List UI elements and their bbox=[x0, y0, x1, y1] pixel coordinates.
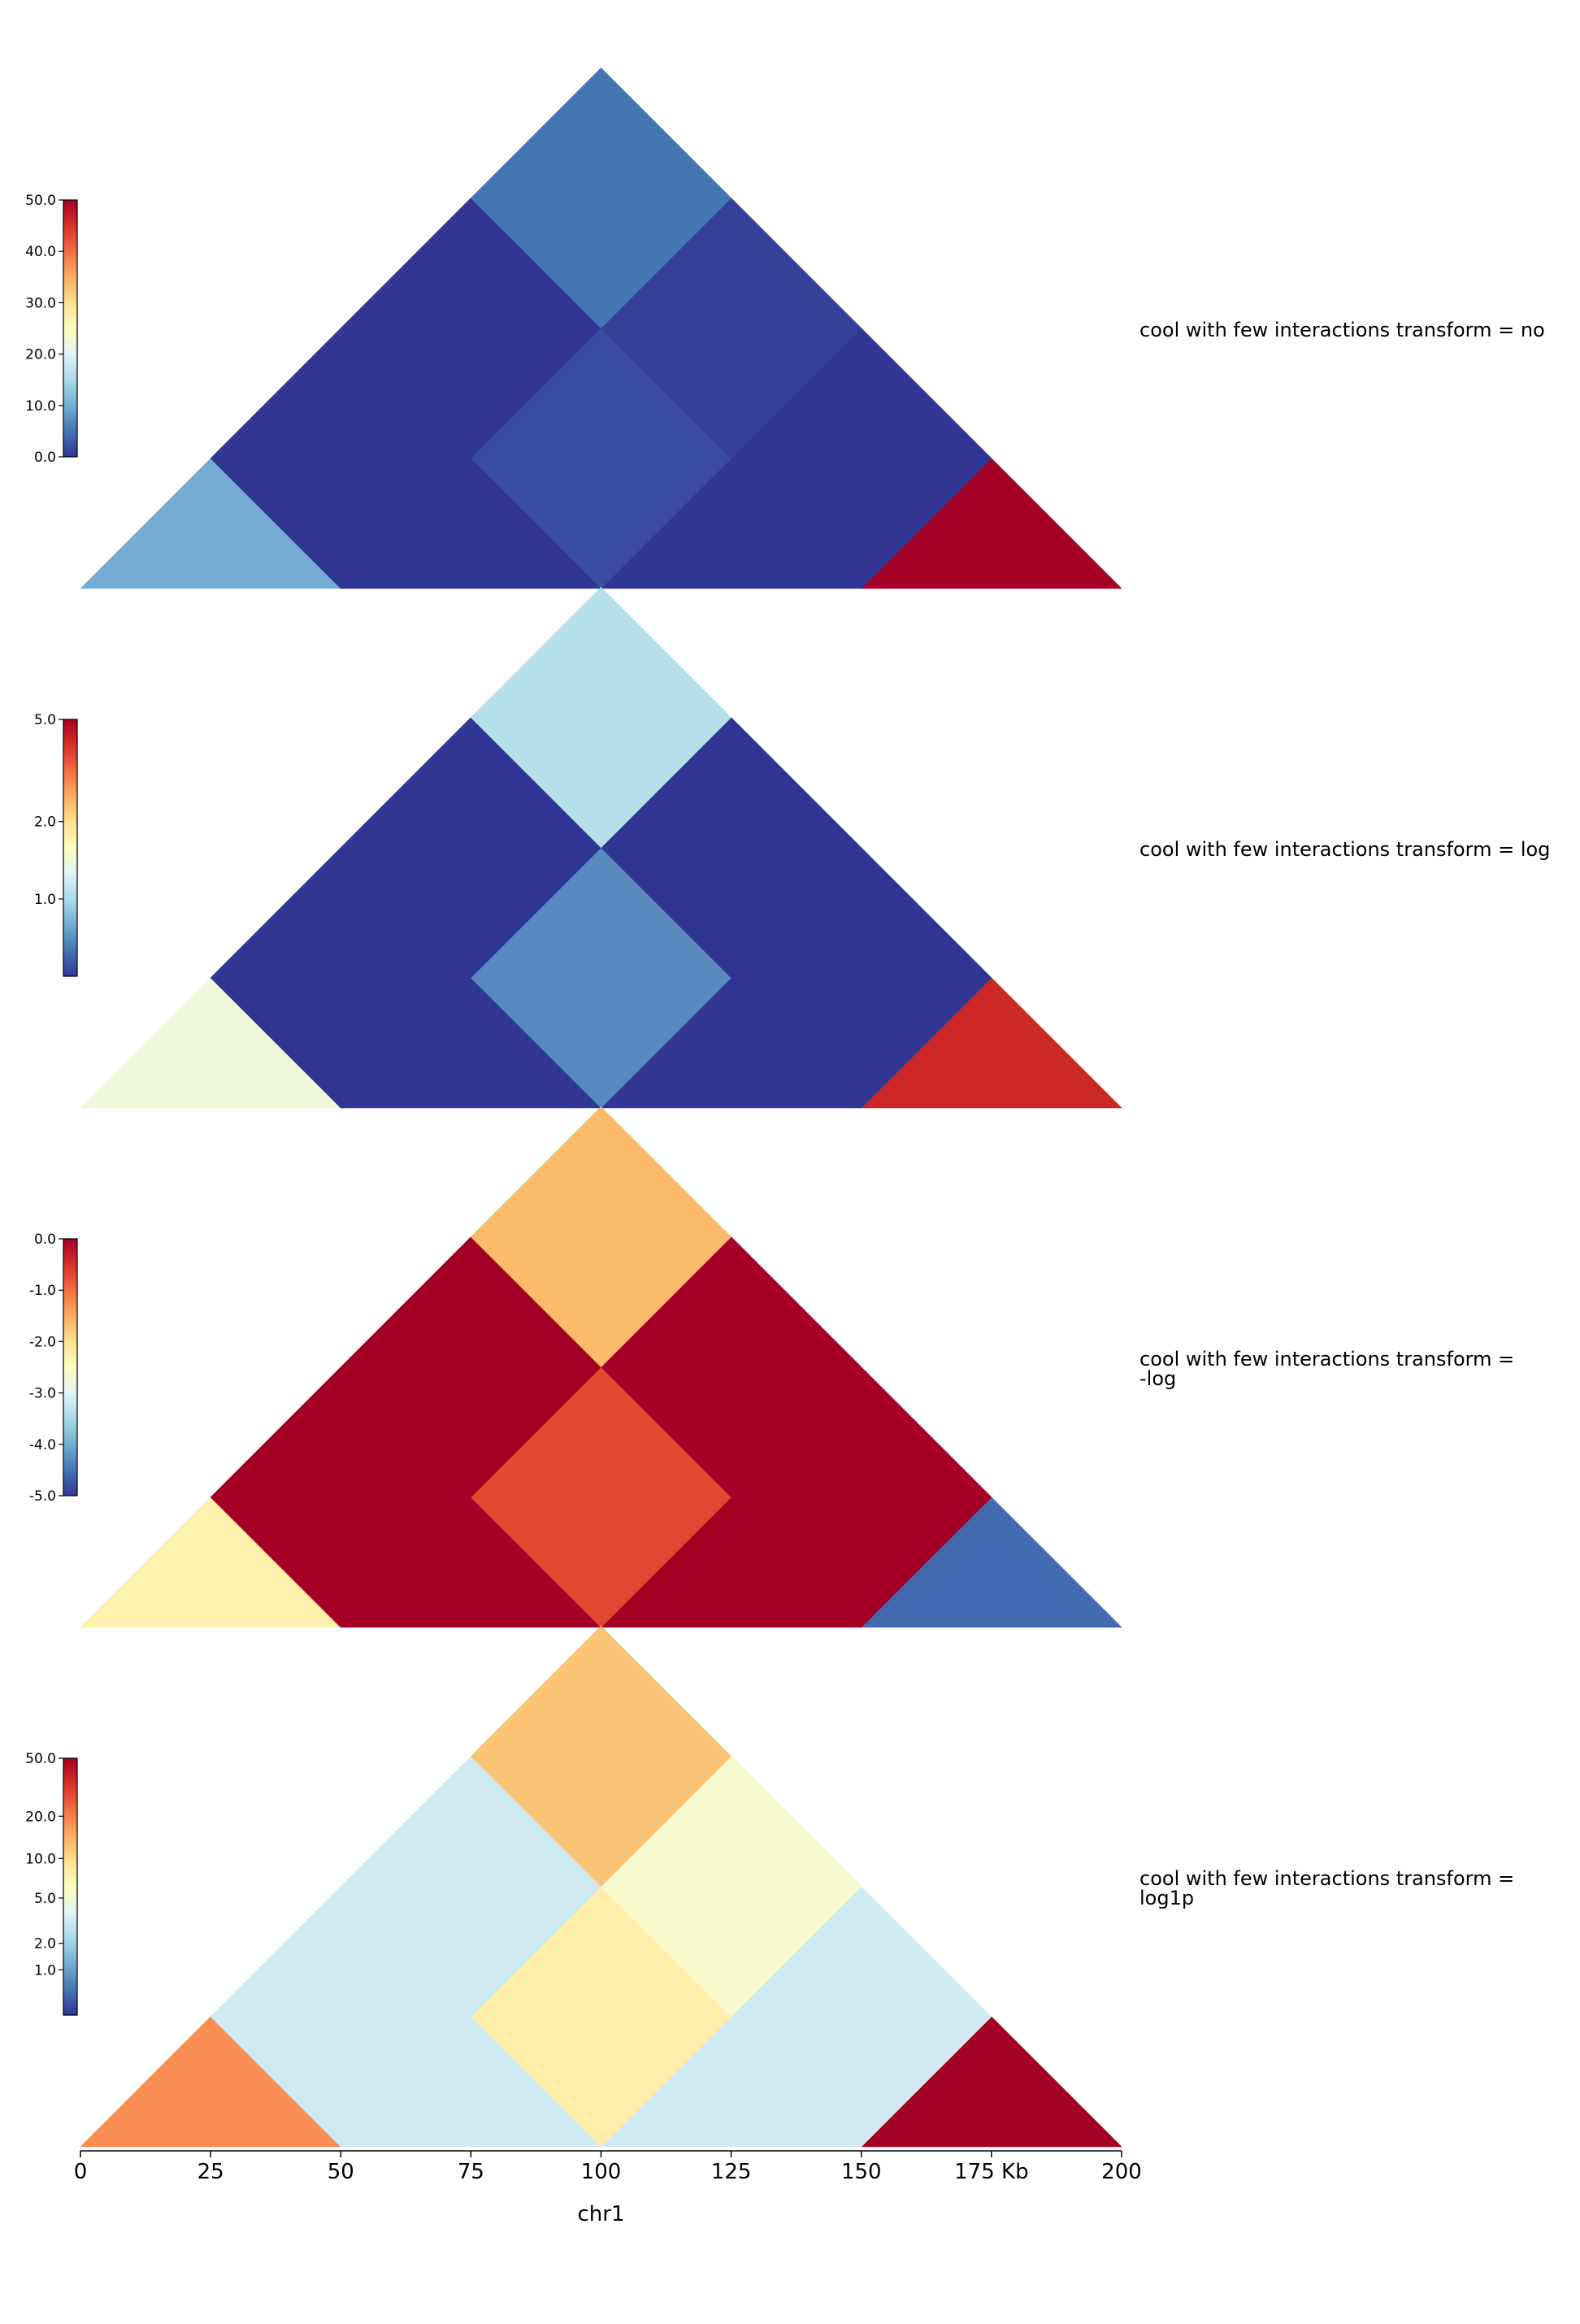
track-label: cool with few interactions transform = l… bbox=[1139, 838, 1550, 861]
x-axis-tick-label: 125 bbox=[711, 2160, 752, 2184]
hic-track-4: 50.0 20.0 10.0 5.0 2.0 1.0 cool with few inter… bbox=[25, 1626, 1514, 2148]
colorbar: 5.0 2.0 1.0 bbox=[34, 712, 78, 977]
colorbar-tick-label: 0.0 bbox=[34, 450, 56, 466]
colorbar-tick-label: 20.0 bbox=[25, 347, 56, 363]
track-label: cool with few interactions transform = bbox=[1139, 1348, 1514, 1371]
colorbar-tick-label: 2.0 bbox=[34, 814, 56, 831]
colorbar-tick-label: 1.0 bbox=[34, 1962, 56, 1979]
colorbar-tick-label: 0.0 bbox=[34, 1232, 56, 1248]
x-axis-tick-label: 150 bbox=[841, 2160, 882, 2184]
x-axis-tick-label: 175 Kb bbox=[954, 2160, 1028, 2184]
colorbar-tick-label: 30.0 bbox=[25, 295, 56, 311]
track-label: cool with few interactions transform = bbox=[1139, 1867, 1514, 1890]
colorbar-tick-label: 50.0 bbox=[25, 1751, 56, 1767]
x-axis-tick-label: 0 bbox=[74, 2160, 88, 2184]
x-axis-tick-label: 100 bbox=[581, 2160, 622, 2184]
hic-track-3: 0.0 -1.0 -2.0 -3.0 -4.0 -5.0 cool with few int… bbox=[29, 1106, 1514, 1628]
hic-track-1: 50.0 40.0 30.0 20.0 10.0 0.0 cool with few int… bbox=[25, 67, 1545, 589]
colorbar-gradient bbox=[63, 1238, 78, 1496]
hic-track-2: 5.0 2.0 1.0 cool with few interactions tran… bbox=[34, 587, 1550, 1109]
heatmap-cell bbox=[470, 1626, 732, 1887]
x-axis-tick-label: 75 bbox=[458, 2160, 484, 2184]
colorbar-gradient bbox=[63, 1757, 78, 2016]
x-axis-tick-label: 200 bbox=[1101, 2160, 1142, 2184]
colorbar-tick-label: 10.0 bbox=[25, 398, 56, 415]
colorbar-gradient bbox=[63, 199, 78, 458]
colorbar-tick-label: 20.0 bbox=[25, 1809, 56, 1825]
x-axis-tick-label: 25 bbox=[198, 2160, 224, 2184]
colorbar-tick-label: -2.0 bbox=[29, 1334, 56, 1350]
colorbar: 50.0 20.0 10.0 5.0 2.0 1.0 bbox=[25, 1751, 78, 2016]
colorbar-gradient bbox=[63, 719, 78, 977]
colorbar-tick-label: 2.0 bbox=[34, 1936, 56, 1953]
colorbar-tick-label: -5.0 bbox=[29, 1488, 56, 1505]
colorbar-tick-label: 1.0 bbox=[34, 892, 56, 908]
colorbar-tick-label: 50.0 bbox=[25, 193, 56, 209]
heatmap-cell bbox=[470, 1106, 732, 1368]
heatmap-cell bbox=[470, 67, 732, 329]
track-label: log1p bbox=[1139, 1887, 1194, 1909]
colorbar: 0.0 -1.0 -2.0 -3.0 -4.0 -5.0 bbox=[29, 1232, 78, 1505]
heatmap-cell bbox=[470, 587, 732, 849]
colorbar-tick-label: 5.0 bbox=[34, 1891, 56, 1907]
colorbar-tick-label: 10.0 bbox=[25, 1851, 56, 1867]
colorbar-tick-label: -1.0 bbox=[29, 1283, 56, 1299]
colorbar-tick-label: 40.0 bbox=[25, 244, 56, 260]
colorbar-tick-label: -3.0 bbox=[29, 1386, 56, 1402]
x-axis: 0 25 50 75 100 125 150 175 Kb 200 chr1 bbox=[74, 2150, 1142, 2226]
colorbar: 50.0 40.0 30.0 20.0 10.0 0.0 bbox=[25, 193, 78, 466]
track-label: -log bbox=[1139, 1367, 1176, 1390]
colorbar-tick-label: 5.0 bbox=[34, 712, 56, 728]
colorbar-tick-label: -4.0 bbox=[29, 1437, 56, 1453]
x-axis-chrom-label: chr1 bbox=[577, 2202, 624, 2226]
x-axis-tick-label: 50 bbox=[328, 2160, 354, 2184]
track-label: cool with few interactions transform = n… bbox=[1139, 319, 1545, 341]
